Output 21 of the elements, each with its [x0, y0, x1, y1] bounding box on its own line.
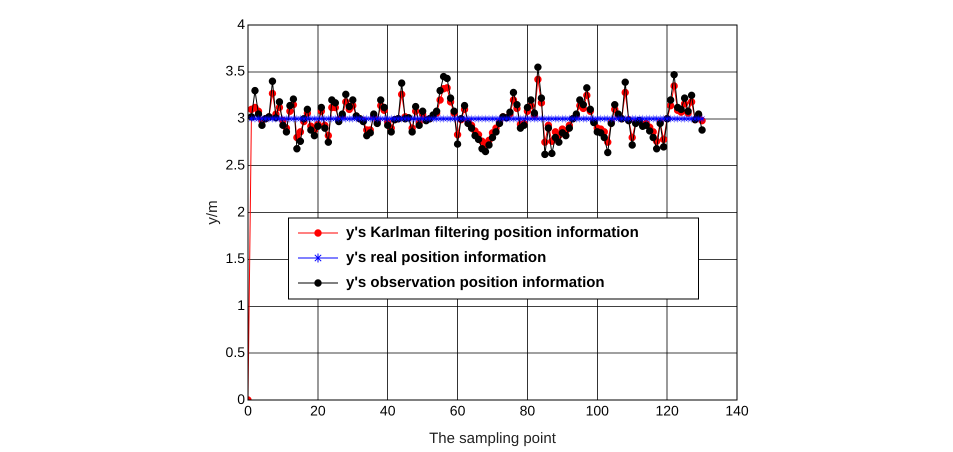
y-tick-label: 3 [237, 110, 246, 126]
y-tick-label: 0 [237, 390, 246, 407]
legend-label: y's real position information [346, 249, 546, 266]
x-tick-label: 20 [310, 402, 326, 418]
y-tick-label: 1.5 [226, 250, 246, 266]
x-tick-label: 100 [586, 402, 610, 418]
y-tick-label: 0.5 [226, 344, 246, 360]
y-tick-label: 2 [237, 203, 246, 220]
y-tick-label: 3.5 [226, 62, 246, 79]
x-tick-label: 40 [380, 402, 396, 418]
y-axis-title: y/m [204, 200, 222, 225]
legend-label: y's observation position information [346, 274, 605, 292]
x-tick-label: 140 [725, 402, 749, 418]
y-tick-label: 1 [237, 297, 246, 314]
y-tick-label: 2.5 [226, 156, 246, 172]
x-tick-label: 60 [450, 402, 466, 418]
x-axis-title: The sampling point [429, 430, 557, 448]
legend-label: y's Karlman filtering position information [346, 224, 639, 242]
y-tick-label: 4 [237, 16, 246, 32]
x-tick-label: 120 [655, 402, 680, 418]
x-tick-label: 80 [520, 402, 536, 418]
